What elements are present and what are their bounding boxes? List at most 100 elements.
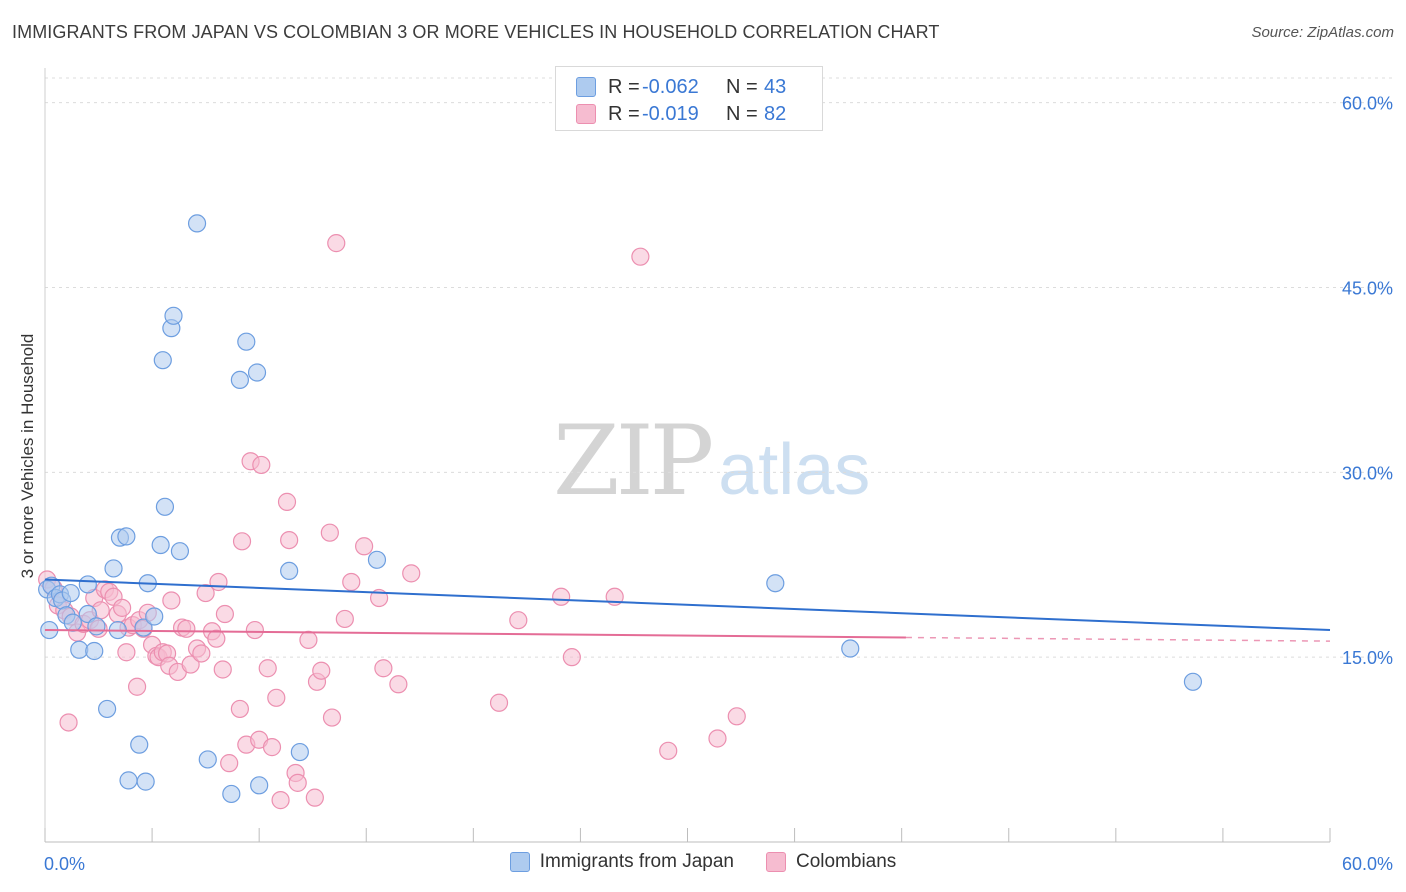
trend-line-colombian-dashed	[905, 636, 1331, 642]
legend-r-value-colombian: -0.019	[642, 102, 699, 125]
japan-point	[230, 370, 249, 390]
y-tick-label: 15.0%	[1342, 648, 1393, 668]
colombian-point	[708, 729, 727, 748]
colombian-point	[280, 530, 299, 550]
colombian-point	[262, 738, 282, 757]
colombian-point	[288, 773, 307, 792]
colombian-points	[38, 234, 746, 810]
colombian-point	[631, 247, 650, 266]
japan-point	[198, 750, 217, 769]
legend-item-japan[interactable]: Immigrants from Japan	[509, 851, 734, 873]
colombian-point	[322, 708, 342, 727]
colombian-point	[267, 688, 286, 707]
legend-swatch-japan	[576, 77, 596, 97]
colombian-point	[659, 741, 678, 760]
colombian-point	[402, 564, 421, 583]
colombian-point	[232, 532, 252, 551]
japan-point	[367, 550, 387, 569]
legend-label-japan: Immigrants from Japan	[539, 851, 734, 872]
colombian-point	[342, 572, 361, 592]
grid-lines	[45, 77, 1395, 658]
japan-point	[78, 575, 97, 594]
colombian-point	[335, 609, 354, 629]
japan-point	[290, 742, 309, 762]
colombian-point	[562, 648, 581, 667]
colombian-point	[162, 591, 181, 610]
tick-labels: 15.0% 30.0% 45.0% 60.0% 0.0% 60.0%	[44, 94, 1393, 874]
japan-point	[222, 784, 241, 804]
colombian-point	[245, 620, 264, 640]
japan-point	[237, 332, 256, 351]
series-legend: Immigrants from Japan Colombians	[0, 851, 1406, 873]
colombian-point	[196, 583, 215, 603]
source-label: Source: ZipAtlas.com	[1251, 24, 1394, 41]
colombian-point	[727, 707, 746, 726]
japan-point	[164, 306, 183, 325]
axes	[44, 68, 1331, 843]
legend-swatch-colombian	[765, 852, 786, 872]
colombian-point	[277, 492, 297, 511]
legend-swatch-colombian	[576, 104, 596, 124]
stats-legend: R = -0.062 N = 43 R = -0.019 N = 82	[555, 66, 823, 131]
japan-point	[151, 535, 170, 555]
x-tick-label-min: 0.0%	[44, 854, 85, 874]
colombian-point	[207, 629, 226, 648]
legend-row-japan: R = -0.062 N = 43	[576, 75, 786, 99]
colombian-point	[489, 693, 509, 712]
trend-line-japan	[44, 578, 1331, 632]
legend-n-label: N =	[726, 75, 758, 98]
colombian-point	[181, 655, 200, 674]
japan-point	[247, 363, 267, 382]
japan-point	[170, 542, 190, 561]
japan-point	[85, 641, 104, 661]
colombian-point	[220, 754, 239, 773]
colombian-point	[305, 788, 324, 807]
legend-n-value-japan: 43	[764, 75, 787, 98]
japan-point	[136, 772, 155, 791]
chart-title: IMMIGRANTS FROM JAPAN VS COLOMBIAN 3 OR …	[12, 22, 940, 42]
colombian-point	[374, 659, 393, 678]
y-tick-label: 30.0%	[1342, 463, 1393, 483]
colombian-point	[552, 587, 571, 606]
japan-point	[250, 776, 269, 795]
legend-r-label: R =	[608, 102, 640, 125]
y-tick-label: 45.0%	[1342, 278, 1393, 298]
colombian-point	[327, 234, 346, 253]
legend-label-colombian: Colombians	[795, 851, 897, 872]
japan-point	[61, 583, 80, 603]
trend-lines	[44, 578, 1331, 642]
legend-r-label: R =	[608, 75, 640, 98]
japan-point	[70, 640, 89, 659]
colombian-point	[59, 713, 78, 732]
legend-row-colombian: R = -0.019 N = 82	[576, 102, 786, 126]
colombian-point	[177, 619, 196, 638]
colombian-point	[389, 675, 408, 694]
japan-point	[119, 771, 138, 790]
japan-point	[130, 735, 149, 754]
japan-point	[155, 497, 175, 516]
colombian-point	[271, 791, 290, 810]
legend-n-label: N =	[726, 102, 758, 125]
colombian-point	[299, 630, 318, 650]
japan-point	[187, 214, 207, 233]
colombian-point	[230, 699, 249, 719]
colombian-point	[312, 661, 331, 680]
japan-point	[153, 351, 172, 370]
legend-n-value-colombian: 82	[764, 102, 787, 125]
colombian-point	[192, 644, 211, 663]
japan-point	[87, 617, 106, 636]
colombian-point	[320, 523, 339, 542]
legend-item-colombian[interactable]: Colombians	[765, 851, 897, 873]
legend-swatch-japan	[509, 852, 530, 872]
japan-point	[280, 561, 299, 581]
trend-line-colombian	[44, 629, 906, 639]
colombian-point	[209, 572, 228, 592]
colombian-point	[127, 677, 147, 696]
x-tick-label-max: 60.0%	[1342, 854, 1393, 874]
colombian-point	[213, 660, 232, 679]
japan-point	[104, 559, 123, 578]
y-tick-label: 60.0%	[1342, 94, 1393, 114]
colombian-point	[509, 611, 528, 630]
japan-point	[63, 613, 82, 632]
